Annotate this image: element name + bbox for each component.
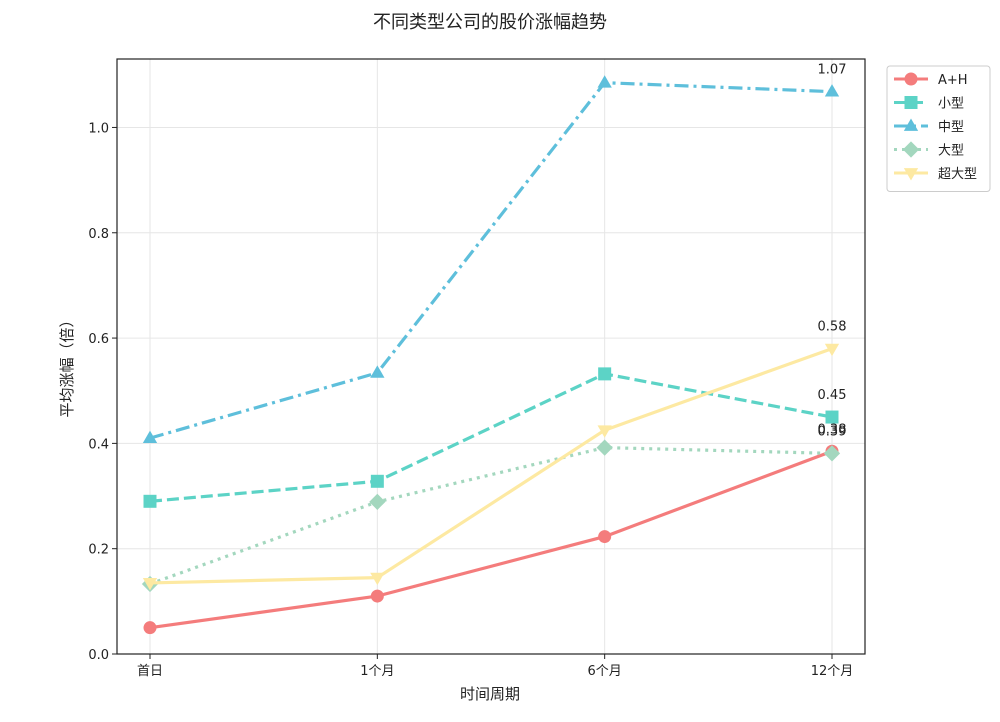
data-point-marker [598,367,612,381]
data-point-marker [825,410,839,424]
legend-marker [902,141,920,158]
series-line [149,347,833,585]
y-tick-label: 0.0 [88,648,109,663]
data-point-marker [824,84,840,97]
legend-item: A+H [894,72,968,88]
data-label: 0.45 [818,388,847,403]
grid-layer [117,59,865,655]
data-point-marker [370,365,385,378]
legend-item: 超大型 [894,167,977,182]
data-point-marker [143,494,157,508]
y-tick-label: 0.8 [88,227,109,242]
y-tick-label: 0.2 [88,543,109,558]
data-point-marker [370,589,384,603]
y-tick-label: 0.4 [88,437,109,452]
data-point-marker [824,343,840,357]
data-point-marker [142,578,158,591]
data-label: 0.39 [818,424,847,439]
data-point-marker [370,572,385,586]
axes-layer: 0.0 0.2 0.4 0.6 0.8 1.0 首日 1个月 6个月 12个月 [88,58,866,679]
legend-item: 中型 [894,118,964,135]
series-line [149,449,833,630]
x-tick-label: 6个月 [588,664,622,679]
legend-label: 小型 [938,97,964,112]
y-axis-label: 平均涨幅（倍） [58,312,76,417]
x-tick-label: 12个月 [811,664,854,679]
legend-marker [903,118,919,131]
legend-label: A+H [938,73,968,88]
data-point-marker [597,425,612,438]
data-label: 0.38 [818,422,847,437]
y-tick-label: 1.0 [88,121,109,136]
series-2 [143,367,839,508]
series-line [149,372,833,503]
series-5 [142,343,840,591]
data-point-marker [597,75,612,88]
series-line [149,445,833,586]
data-label: 1.07 [818,63,847,78]
y-tick-label: 0.6 [88,332,109,347]
data-point-marker [369,493,386,510]
data-point-marker [370,474,384,488]
data-point-marker [142,430,158,443]
data-point-marker [598,530,612,544]
series-1 [143,444,839,635]
legend-marker [904,96,918,109]
x-tick-label: 首日 [137,664,163,679]
data-point-marker [596,439,613,456]
legend-label: 超大型 [938,167,977,182]
series-3 [142,75,840,443]
data-label: 0.58 [818,320,847,335]
x-axis-label: 时间周期 [460,685,520,703]
series-line [149,81,833,440]
legend-item: 小型 [894,96,964,112]
legend-marker [903,168,919,181]
legend-item: 大型 [894,141,964,159]
legend-label: 中型 [938,120,964,135]
data-point-marker [823,445,841,462]
chart-title: 不同类型公司的股价涨幅趋势 [373,12,607,33]
x-tick-label: 1个月 [360,664,394,679]
plot-frame [116,58,866,655]
series-layer [141,75,841,635]
data-point-marker [143,621,157,635]
data-labels-layer: 0.38 0.45 1.07 0.39 0.58 [818,63,847,440]
legend-marker [904,72,918,86]
legend-label: 大型 [938,144,964,159]
series-4 [141,439,841,593]
